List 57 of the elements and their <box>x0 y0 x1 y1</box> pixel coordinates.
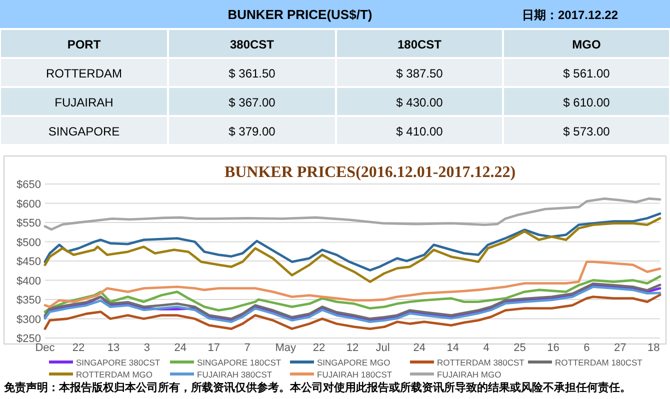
y-tick-label: $500 <box>16 236 41 249</box>
x-tick-label: 25 <box>514 342 526 354</box>
legend-label: SINGAPORE 180CST <box>197 358 282 368</box>
category-label: FUJAIRAH <box>54 96 114 110</box>
x-tick-label: Dec <box>35 342 56 354</box>
y-tick-label: $300 <box>16 314 41 326</box>
legend-label: FUJAIRAH 380CST <box>197 370 272 380</box>
data-label: $ 387.50 <box>396 66 444 80</box>
legend-label: ROTTERDAM 380CST <box>437 358 524 368</box>
x-tick-label: May <box>275 342 296 354</box>
x-tick-label: 27 <box>614 342 626 354</box>
data-label: $ 410.00 <box>396 124 444 138</box>
y-tick-label: $350 <box>16 294 41 306</box>
y-tick-label: $600 <box>16 198 41 210</box>
text: 日期：2017.12.22 <box>522 8 618 22</box>
series-label: 380CST <box>230 38 275 52</box>
x-tick-label: 24 <box>413 342 426 354</box>
data-label: $ 361.50 <box>228 66 276 80</box>
data-label: $ 379.00 <box>228 124 276 138</box>
x-tick-label: 4 <box>483 342 490 354</box>
legend-label: SINGAPORE 380CST <box>76 358 160 368</box>
legend-label: SINGAPORE MGO <box>317 358 391 368</box>
x-tick-label: 18 <box>648 342 660 354</box>
category-label: ROTTERDAM <box>46 66 122 80</box>
x-tick-label: 22 <box>312 342 326 354</box>
text: BUNKER PRICE(US$/T) <box>228 7 372 22</box>
data-label: $ 561.00 <box>563 66 610 80</box>
x-tick-label: 16 <box>547 342 560 354</box>
x-tick-label: 14 <box>446 342 459 354</box>
x-tick-label: 7 <box>244 342 250 354</box>
text: PORT <box>67 38 102 52</box>
x-tick-label: 22 <box>72 342 85 354</box>
series-label: 180CST <box>397 38 442 52</box>
y-tick-label: $450 <box>16 256 41 268</box>
text: 免责声明：本报告版权归本公司所有，所载资讯仅供参考。本公司对使用此报告或所载资讯所导致的结果或风险不承担任何责任。 <box>3 381 631 394</box>
x-tick-label: 13 <box>107 342 120 354</box>
data-label: $ 367.00 <box>228 96 276 110</box>
y-tick-label: $550 <box>16 218 41 230</box>
series-label: MGO <box>572 38 601 52</box>
x-tick-label: 12 <box>346 342 359 354</box>
legend-label: ROTTERDAM MGO <box>76 370 153 380</box>
chart-title: BUNKER PRICES(2016.12.01-2017.12.22) <box>224 164 516 181</box>
y-tick-label: $400 <box>16 275 41 288</box>
legend-label: FUJAIRAH MGO <box>437 370 502 380</box>
y-tick-label: $250 <box>16 333 41 345</box>
category-label: SINGAPORE <box>48 124 120 138</box>
data-label: $ 573.00 <box>563 124 610 138</box>
x-tick-label: 24 <box>174 342 187 354</box>
data-label: $ 430.00 <box>396 96 444 110</box>
x-tick-label: 6 <box>584 342 590 354</box>
y-tick-label: $650 <box>16 179 41 191</box>
x-tick-label: 17 <box>208 342 220 354</box>
x-tick-label: Jul <box>376 342 390 354</box>
legend-label: FUJAIRAH 180CST <box>317 370 392 380</box>
legend-label: ROTTERDAM 180CST <box>555 358 642 368</box>
x-tick-label: 3 <box>144 342 150 354</box>
data-label: $ 610.00 <box>563 96 610 110</box>
